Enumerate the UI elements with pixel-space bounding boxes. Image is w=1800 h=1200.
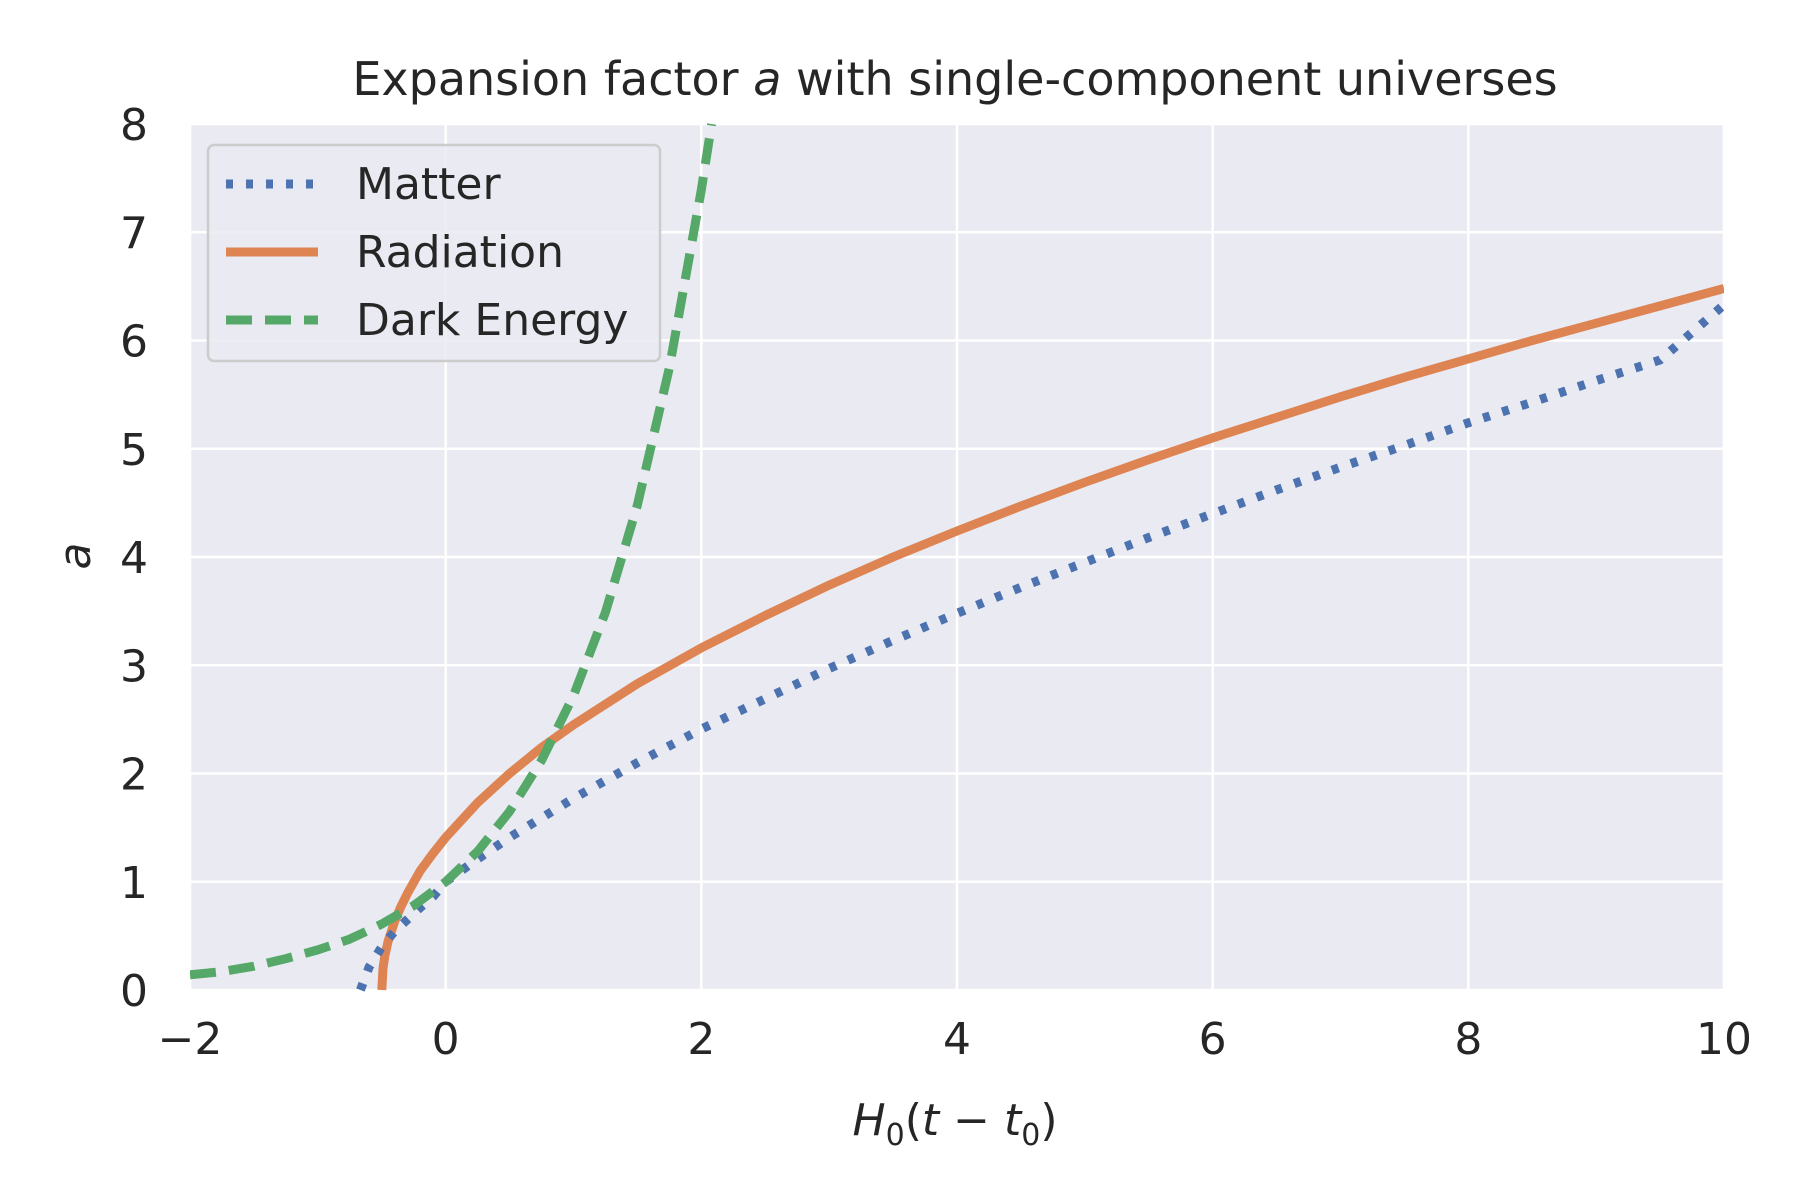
x-tick-label: 2	[687, 1014, 715, 1065]
series-layer	[190, 123, 1724, 992]
y-tick-label: 0	[120, 966, 148, 1017]
y-tick-label: 5	[120, 425, 148, 476]
x-tick-label: −2	[158, 1014, 223, 1065]
x-tick-label: 4	[943, 1014, 971, 1065]
y-tick-label: 4	[120, 533, 148, 584]
legend: Matter Radiation Dark Energy	[206, 143, 662, 363]
x-tick-label: 8	[1454, 1014, 1482, 1065]
xlabel-sub0: 0	[886, 1118, 905, 1153]
series-line-matter	[356, 301, 1724, 992]
x-tick-label: 0	[432, 1014, 460, 1065]
x-tick-labels: −2 0 2 4 6 8 10	[158, 1014, 1752, 1065]
legend-label: Radiation	[356, 227, 564, 278]
y-tick-label: 7	[120, 208, 148, 259]
x-axis-label: H0(t − t0)	[853, 1095, 1058, 1153]
legend-label: Dark Energy	[356, 295, 628, 346]
legend-frame	[206, 143, 662, 363]
y-tick-label: 3	[120, 641, 148, 692]
xlabel-t: t	[922, 1095, 941, 1146]
series-line-radiation	[377, 284, 1724, 991]
y-axis-label: a	[50, 543, 101, 570]
xlabel-sub1: 0	[1021, 1118, 1040, 1153]
y-tick-label: 1	[120, 858, 148, 909]
xlabel-close: )	[1040, 1095, 1057, 1146]
legend-label: Matter	[356, 159, 502, 210]
y-tick-labels: 0 1 2 3 4 5 6 7 8	[120, 100, 148, 1017]
xlabel-minus: −	[939, 1095, 1004, 1146]
y-tick-label: 8	[120, 100, 148, 151]
xlabel-t2: t	[1004, 1095, 1023, 1146]
y-tick-label: 2	[120, 750, 148, 801]
chart-title-prefix: Expansion factor	[352, 52, 753, 106]
x-tick-label: 6	[1199, 1014, 1227, 1065]
x-tick-label: 10	[1696, 1014, 1752, 1065]
chart-title-suffix: with single-component universes	[781, 52, 1557, 106]
xlabel-open: (	[905, 1095, 922, 1146]
y-tick-label: 6	[120, 317, 148, 368]
chart-title: Expansion factor a with single-component…	[352, 52, 1557, 106]
chart-title-italic: a	[753, 52, 781, 106]
series-line-dark-energy	[190, 123, 717, 980]
xlabel-H: H	[853, 1095, 886, 1146]
